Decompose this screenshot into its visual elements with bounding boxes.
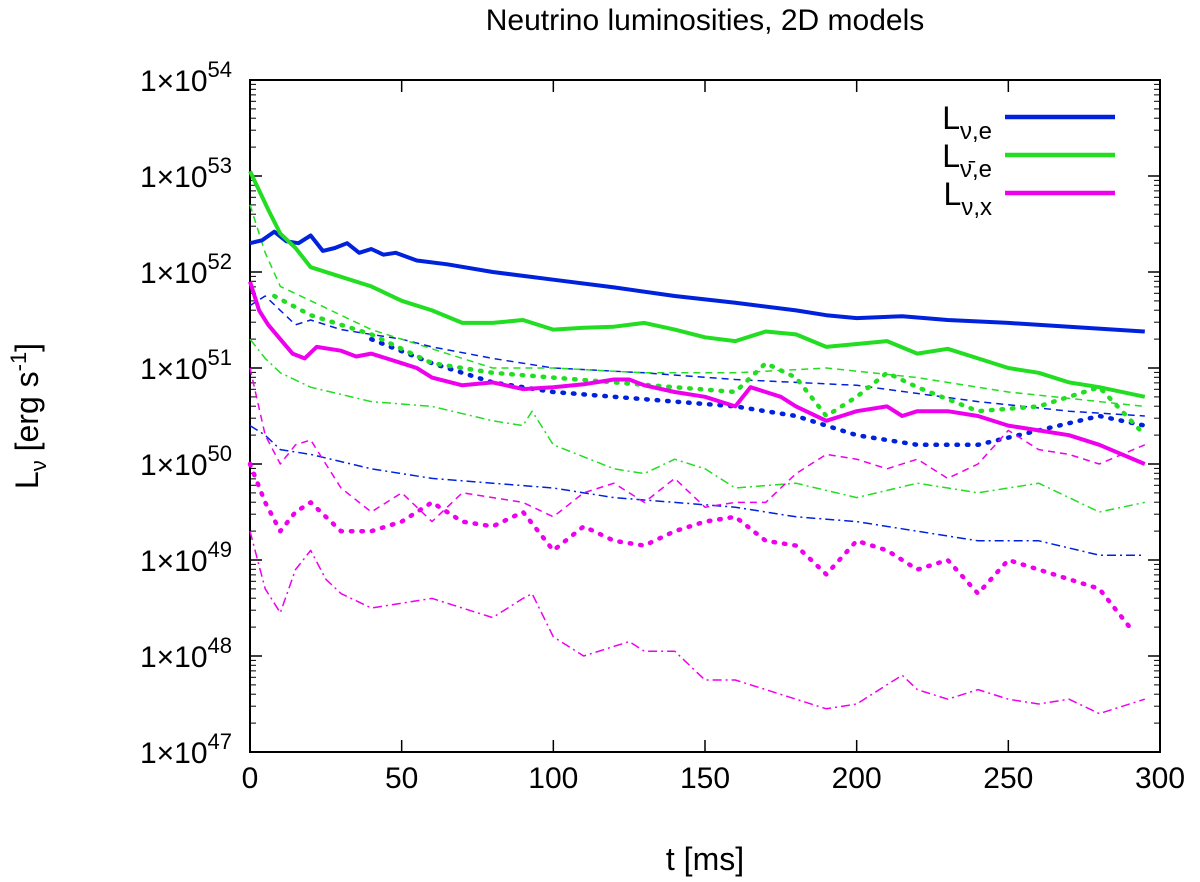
y-tick-label: 1×1050 [140, 441, 232, 482]
series-line-l_nu_e-dash-dot [249, 424, 1145, 556]
legend-label: Lν,x [944, 176, 992, 221]
x-tick-label: 50 [385, 762, 418, 795]
y-label-base: L [9, 471, 45, 489]
y-tick-label: 1×1048 [140, 633, 232, 674]
y-label-sub: ν [26, 460, 51, 471]
y-tick-label: 1×1047 [140, 729, 232, 770]
y-axis-label: Lν [erg s-1] [6, 343, 51, 489]
chart-title: Neutrino luminosities, 2D models [486, 4, 925, 37]
y-tick-label: 1×1054 [140, 57, 232, 98]
legend: Lν,eLν̄,eLν,x [942, 100, 1115, 221]
y-label-unit: [erg s [9, 371, 45, 460]
series-line-l_nu_e-dashed [249, 295, 1145, 417]
y-label-close: ] [9, 343, 45, 352]
y-tick-label: 1×1049 [140, 537, 232, 578]
legend-label: Lν̄,e [942, 138, 992, 183]
x-axis-label: t [ms] [666, 841, 744, 877]
legend-label: Lν,e [942, 100, 992, 145]
series-line-l_nu_e-solid [249, 229, 1145, 334]
x-tick-label: 150 [680, 762, 730, 795]
series-line-l_nubar_e-dash-dot [249, 338, 1145, 513]
plot-frame [249, 79, 1161, 753]
x-tick-label: 300 [1135, 762, 1185, 795]
y-tick-label: 1×1052 [140, 249, 232, 290]
series-line-l_nu_x-dash-dot [249, 531, 1146, 715]
y-tick-label: 1×1051 [140, 345, 232, 386]
series-line-l_nu_x-dotted [247, 461, 1132, 630]
series-line-l_nubar_e-dashed [249, 204, 1145, 408]
x-tick-label: 200 [832, 762, 882, 795]
x-tick-label: 0 [242, 762, 259, 795]
y-label-exp: -1 [6, 352, 31, 372]
x-tick-label: 250 [983, 762, 1033, 795]
series-line-l_nubar_e-solid [248, 170, 1146, 399]
x-tick-label: 100 [528, 762, 578, 795]
tick-labels: 0 50 100 150 200 250 300 1×1047 1×1048 1×1049 1×10… [140, 57, 1185, 795]
y-tick-label: 1×1053 [140, 153, 232, 194]
svg-text:Lν [erg s-1]: Lν [erg s-1] [6, 343, 51, 489]
series-line-l_nu_x-dashed [249, 367, 1146, 523]
axis-ticks [249, 79, 1161, 753]
series-line-l_nu_x-solid [248, 280, 1146, 466]
series-layer [247, 170, 1148, 715]
